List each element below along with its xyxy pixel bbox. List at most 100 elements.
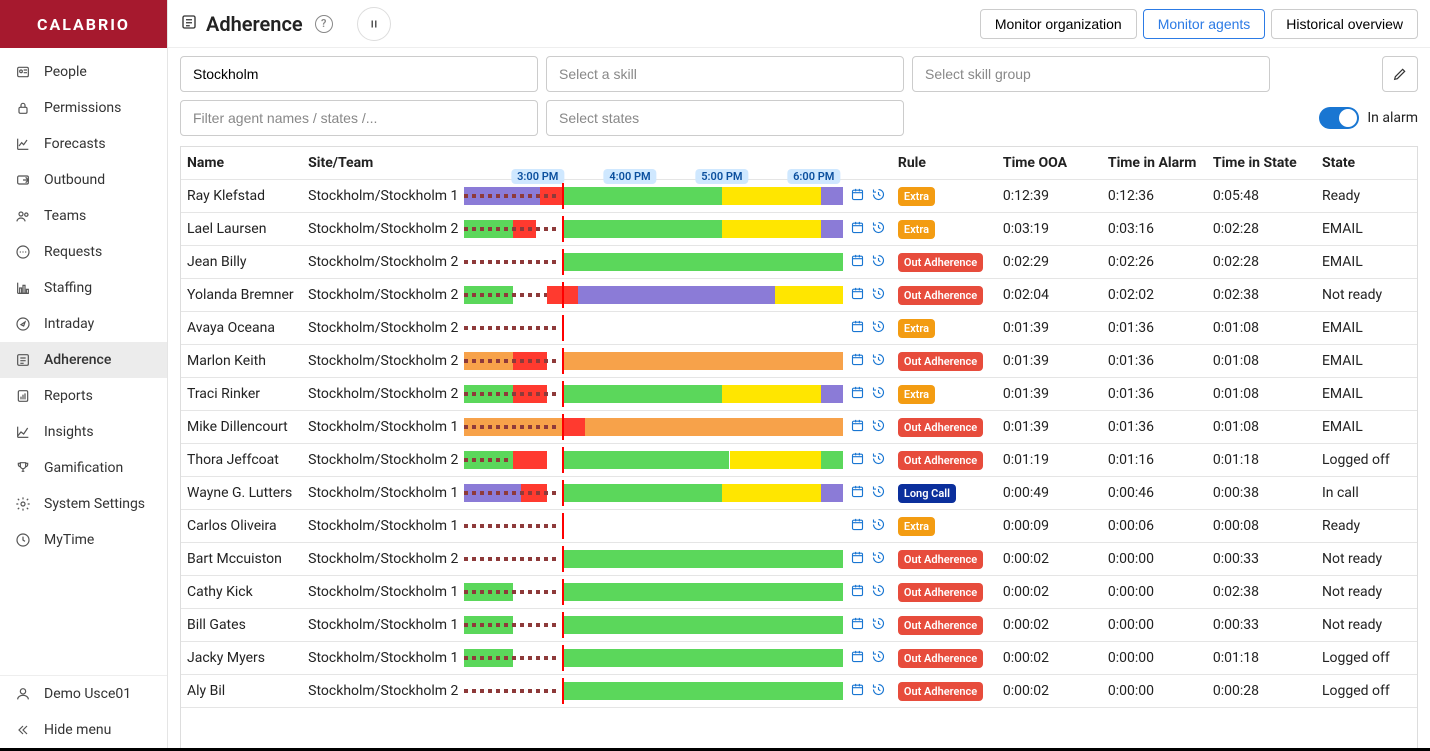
col-header-ooa[interactable]: Time OOA (997, 147, 1102, 180)
timeline-nowline (562, 447, 564, 473)
sidebar-hide-menu[interactable]: Hide menu (0, 712, 167, 748)
calendar-icon[interactable] (850, 583, 865, 602)
col-header-rule[interactable]: Rule (892, 147, 997, 180)
agent-rule: Out Adherence (892, 279, 997, 312)
calendar-icon[interactable] (850, 550, 865, 569)
sidebar-item-insights[interactable]: Insights (0, 414, 167, 450)
col-header-team[interactable]: Site/Team (302, 147, 464, 180)
sidebar-item-system-settings[interactable]: System Settings (0, 486, 167, 522)
sidebar-item-staffing[interactable]: Staffing (0, 270, 167, 306)
calendar-icon[interactable] (850, 484, 865, 503)
agent-row[interactable]: Bill GatesStockholm/Stockholm 1Out Adher… (181, 609, 1417, 642)
sidebar-item-label: People (44, 64, 87, 80)
calendar-icon[interactable] (850, 616, 865, 635)
agent-row[interactable]: Ray KlefstadStockholm/Stockholm 1Extra0:… (181, 180, 1417, 213)
agent-filter-input[interactable] (180, 100, 538, 136)
timeline-nowline (562, 579, 564, 605)
agent-row[interactable]: Traci RinkerStockholm/Stockholm 2Extra0:… (181, 378, 1417, 411)
history-icon[interactable] (871, 616, 886, 635)
sidebar-item-reports[interactable]: Reports (0, 378, 167, 414)
calendar-icon[interactable] (850, 253, 865, 272)
help-icon[interactable]: ? (315, 15, 333, 33)
history-icon[interactable] (871, 682, 886, 701)
timeline-segment (562, 385, 721, 403)
calendar-icon[interactable] (850, 517, 865, 536)
history-icon[interactable] (871, 220, 886, 239)
edit-filters-button[interactable] (1382, 56, 1418, 92)
skill-input[interactable] (546, 56, 904, 92)
timeline-dash (464, 458, 510, 462)
history-icon[interactable] (871, 649, 886, 668)
tab-historical-overview[interactable]: Historical overview (1271, 9, 1418, 39)
agent-rule: Out Adherence (892, 444, 997, 477)
history-icon[interactable] (871, 418, 886, 437)
history-icon[interactable] (871, 451, 886, 470)
sidebar-item-intraday[interactable]: Intraday (0, 306, 167, 342)
history-icon[interactable] (871, 385, 886, 404)
history-icon[interactable] (871, 517, 886, 536)
calendar-icon[interactable] (850, 286, 865, 305)
calendar-icon[interactable] (850, 682, 865, 701)
calendar-icon[interactable] (850, 220, 865, 239)
agent-row[interactable]: Jacky MyersStockholm/Stockholm 1Out Adhe… (181, 642, 1417, 675)
sidebar-item-gamification[interactable]: Gamification (0, 450, 167, 486)
calendar-icon[interactable] (850, 352, 865, 371)
agent-time-alarm: 0:02:02 (1102, 279, 1207, 312)
history-icon[interactable] (871, 484, 886, 503)
sidebar-item-requests[interactable]: Requests (0, 234, 167, 270)
pause-button[interactable] (357, 7, 391, 41)
sidebar-item-outbound[interactable]: Outbound (0, 162, 167, 198)
timeline-dash (464, 359, 559, 363)
table-header-row: Name Site/Team 3:00 PM4:00 PM5:00 PM6:00… (181, 147, 1417, 180)
calendar-icon[interactable] (850, 418, 865, 437)
tab-monitor-organization[interactable]: Monitor organization (980, 9, 1137, 39)
history-icon[interactable] (871, 187, 886, 206)
timeline-dash (464, 194, 559, 198)
tab-monitor-agents[interactable]: Monitor agents (1143, 9, 1266, 39)
skill-group-input[interactable] (912, 56, 1270, 92)
calendar-icon[interactable] (850, 319, 865, 338)
states-input[interactable] (546, 100, 904, 136)
agent-row[interactable]: Thora JeffcoatStockholm/Stockholm 2Out A… (181, 444, 1417, 477)
history-icon[interactable] (871, 253, 886, 272)
history-icon[interactable] (871, 286, 886, 305)
history-icon[interactable] (871, 352, 886, 371)
agent-time-ooa: 0:00:02 (997, 543, 1102, 576)
agent-row[interactable]: Cathy KickStockholm/Stockholm 1Out Adher… (181, 576, 1417, 609)
calendar-icon[interactable] (850, 451, 865, 470)
sidebar-item-teams[interactable]: Teams (0, 198, 167, 234)
agent-time-ooa: 0:02:29 (997, 246, 1102, 279)
sidebar-item-adherence[interactable]: Adherence (0, 342, 167, 378)
rule-badge: Long Call (898, 484, 956, 503)
calendar-icon[interactable] (850, 649, 865, 668)
history-icon[interactable] (871, 550, 886, 569)
in-alarm-toggle[interactable] (1319, 107, 1359, 129)
timeline-nowline (562, 546, 564, 572)
sidebar-item-mytime[interactable]: MyTime (0, 522, 167, 558)
timeline-segment (562, 649, 843, 667)
agent-row[interactable]: Avaya OceanaStockholm/Stockholm 2Extra0:… (181, 312, 1417, 345)
agent-row[interactable]: Wayne G. LuttersStockholm/Stockholm 1Lon… (181, 477, 1417, 510)
sidebar-item-people[interactable]: People (0, 54, 167, 90)
col-header-alarm[interactable]: Time in Alarm (1102, 147, 1207, 180)
calendar-icon[interactable] (850, 385, 865, 404)
agent-row[interactable]: Carlos OliveiraStockholm/Stockholm 1Extr… (181, 510, 1417, 543)
col-header-state[interactable]: State (1316, 147, 1417, 180)
col-header-state-time[interactable]: Time in State (1207, 147, 1316, 180)
agent-row[interactable]: Aly BilStockholm/Stockholm 2Out Adherenc… (181, 675, 1417, 708)
site-input[interactable] (180, 56, 538, 92)
sidebar-item-permissions[interactable]: Permissions (0, 90, 167, 126)
sidebar-user[interactable]: Demo Usce01 (0, 676, 167, 712)
agent-row[interactable]: Lael LaursenStockholm/Stockholm 2Extra0:… (181, 213, 1417, 246)
agent-row[interactable]: Yolanda BremnerStockholm/Stockholm 2Out … (181, 279, 1417, 312)
agent-row[interactable]: Bart MccuistonStockholm/Stockholm 2Out A… (181, 543, 1417, 576)
teams-icon (14, 208, 32, 224)
calendar-icon[interactable] (850, 187, 865, 206)
history-icon[interactable] (871, 319, 886, 338)
history-icon[interactable] (871, 583, 886, 602)
agent-row[interactable]: Jean BillyStockholm/Stockholm 2Out Adher… (181, 246, 1417, 279)
col-header-name[interactable]: Name (181, 147, 302, 180)
agent-row[interactable]: Mike DillencourtStockholm/Stockholm 1Out… (181, 411, 1417, 444)
sidebar-item-forecasts[interactable]: Forecasts (0, 126, 167, 162)
agent-row[interactable]: Marlon KeithStockholm/Stockholm 2Out Adh… (181, 345, 1417, 378)
